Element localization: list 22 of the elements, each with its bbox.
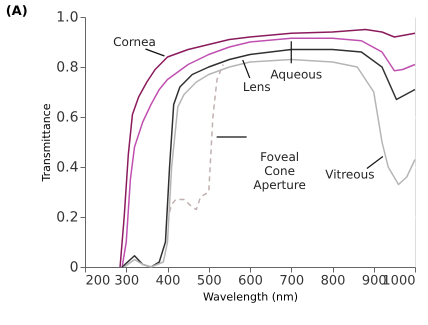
x-tick-label: 500: [196, 274, 222, 288]
y-tick-label: 0.6: [56, 110, 79, 126]
chart-title: (A): [6, 4, 28, 19]
x-tick-label: 300: [114, 274, 140, 288]
x-tick-label: 400: [156, 274, 180, 288]
annotation: Foveal Cone Aperture: [253, 150, 306, 192]
x-axis-title: Wavelength (nm): [202, 290, 298, 304]
annotation: Cornea: [113, 35, 156, 49]
y-tick-label: 0.8: [56, 60, 78, 76]
y-tick-label: 0.2: [56, 210, 78, 226]
annotation: Vitreous: [325, 168, 375, 182]
y-tick-label: 0.4: [56, 160, 79, 176]
annotation: Lens: [242, 80, 271, 94]
x-tick-label: 600: [238, 274, 263, 288]
annotation: Aqueous: [270, 67, 322, 82]
y-tick-label: 0: [70, 260, 78, 276]
x-tick-label: 700: [279, 274, 304, 288]
line-series: [168, 64, 224, 213]
y-tick-label: 1.0: [56, 10, 78, 26]
y-axis-title: Transmittance: [40, 103, 54, 182]
x-tick-label: 800: [320, 274, 346, 288]
x-tick-label: 200: [86, 274, 110, 288]
